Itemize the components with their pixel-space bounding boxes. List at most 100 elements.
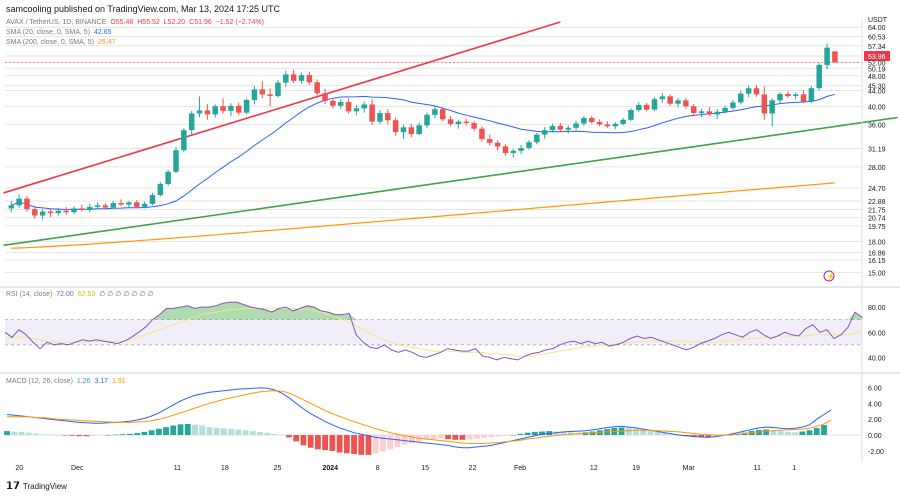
price-axis-label: 57.34 [868, 44, 886, 51]
macd-histogram-bar [423, 435, 430, 440]
candle-body [220, 106, 226, 111]
macd-histogram-bar [560, 431, 567, 436]
candle-body [675, 100, 681, 104]
candle-body [369, 104, 375, 122]
time-axis-label: 11 [754, 465, 761, 472]
red-trendline [3, 21, 561, 194]
macd-histogram-bar [69, 435, 75, 436]
candle-body [275, 82, 281, 96]
macd-histogram-bar [307, 435, 314, 448]
macd-histogram-bar [640, 429, 647, 436]
sma20-legend: SMA (20, close, 0, SMA, 5) 42.65 [6, 29, 114, 36]
macd-histogram-bar [539, 431, 545, 436]
macd-histogram-bar [770, 430, 777, 436]
candle-body [620, 119, 626, 124]
time-axis-label: 22 [469, 465, 477, 472]
macd-histogram-bar [445, 435, 451, 440]
macd-histogram-bar [408, 435, 415, 443]
candle-body [455, 121, 462, 124]
rsi-label[interactable]: RSI (14, close) [6, 291, 53, 298]
candle-body [659, 96, 666, 100]
macd-histogram-bar [488, 435, 495, 438]
price-axis-label: 18.00 [868, 240, 886, 247]
macd-histogram-bar [452, 435, 459, 440]
candle-body [173, 150, 179, 172]
candle-body [447, 119, 454, 124]
macd-histogram-bar [698, 435, 704, 438]
candle-body [479, 128, 485, 140]
macd-histogram-bar [322, 435, 329, 451]
rsi-ma-value: 62.53 [77, 291, 96, 298]
candle-body [730, 102, 736, 108]
candle-body [416, 125, 422, 135]
macd-histogram-bar [365, 435, 372, 455]
macd-histogram-bar [792, 432, 798, 436]
candle-body [181, 130, 187, 151]
candle-body [345, 102, 352, 112]
macd-histogram-bar [380, 435, 386, 452]
candle-body [816, 64, 822, 89]
macd-histogram-bar [633, 428, 639, 436]
symbol-name[interactable]: AVAX / TetherUS, 1D, BINANCE [6, 19, 107, 26]
candle-body [400, 127, 407, 133]
candle-body [243, 99, 250, 113]
rsi-band [5, 319, 862, 345]
candle-body [236, 105, 242, 113]
candle-body [330, 100, 336, 106]
candle-body [526, 142, 532, 149]
candle-body [86, 206, 93, 210]
candle-body [314, 82, 320, 94]
macd-histogram-bar [235, 429, 242, 436]
macd-histogram-bar [358, 435, 365, 455]
candle-body [424, 114, 430, 126]
candle-body [439, 109, 446, 120]
sma20-label[interactable]: SMA (20, close, 0, SMA, 5) [6, 29, 91, 36]
candle-body [134, 202, 140, 207]
time-axis-label: 1 [792, 465, 796, 472]
lightning-icon [823, 270, 835, 282]
macd-histogram-bar [784, 431, 791, 436]
candle-body [643, 104, 650, 110]
macd-histogram-bar [293, 435, 300, 442]
macd-histogram-bar [47, 434, 54, 436]
macd-histogram-bar [727, 435, 733, 436]
candle-body [792, 94, 799, 96]
candle-body [800, 94, 807, 102]
macd-histogram-bar [221, 428, 227, 436]
macd-histogram-bar [206, 427, 213, 436]
macd-histogram-bar [524, 432, 531, 436]
macd-histogram-bar [351, 435, 357, 455]
time-axis-label: 15 [421, 465, 429, 472]
price-axis-label: 20.74 [868, 216, 886, 223]
close-value: C51.96 [189, 19, 212, 26]
candle-body [298, 75, 305, 81]
price-axis-label: 45.30 [868, 84, 886, 91]
candle-body [785, 94, 791, 96]
candle-body [267, 94, 273, 96]
candle-body [463, 121, 469, 124]
current-price-tag [864, 51, 890, 62]
sma200-line [11, 182, 835, 249]
sma200-label[interactable]: SMA (200, close, 0, SMA, 5) [6, 39, 94, 46]
macd-histogram-bar [821, 425, 827, 436]
price-axis-label: 40.00 [868, 105, 886, 112]
macd-histogram-bar [315, 435, 321, 450]
macd-label[interactable]: MACD (12, 26, close) [6, 378, 73, 385]
candle-body [824, 47, 830, 65]
rsi-overbought-fill [5, 302, 862, 320]
candle-body [196, 110, 203, 114]
candle-body [628, 110, 634, 120]
sma200-value: 25.47 [97, 39, 116, 46]
price-axis-label: 22.88 [868, 199, 886, 206]
macd-histogram-bar [459, 435, 466, 440]
candle-body [47, 211, 54, 214]
tradingview-footer[interactable]: 𝟭𝟳 TradingView [6, 481, 67, 492]
macd-histogram-bar [647, 430, 654, 436]
macd-histogram-bar [105, 435, 112, 436]
candle-body [510, 150, 517, 153]
macd-histogram-bar [83, 435, 90, 437]
price-axis-label: 15.00 [868, 270, 886, 277]
macd-histogram-bar [170, 425, 177, 436]
candle-body [118, 203, 124, 205]
